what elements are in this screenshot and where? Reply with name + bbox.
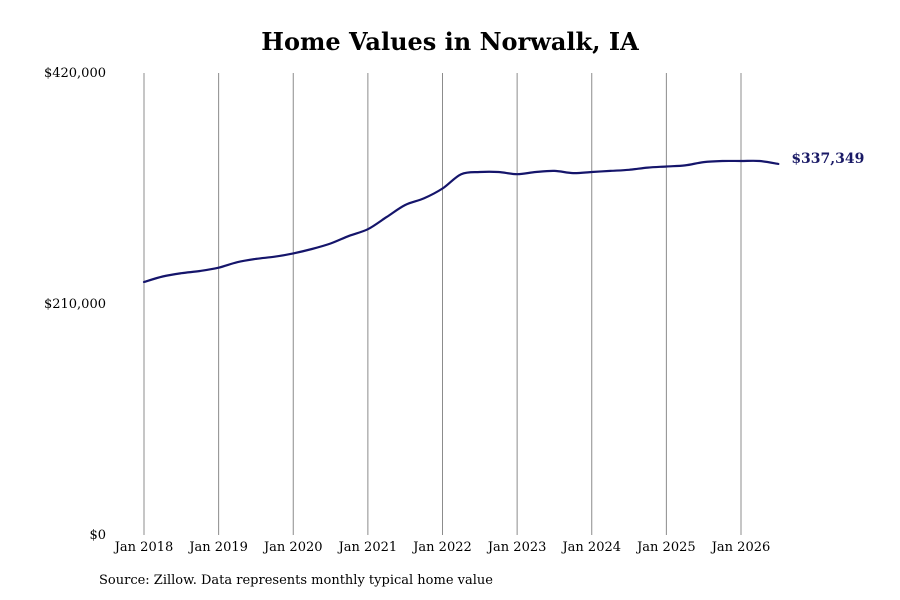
x-tick-label: Jan 2020 [262, 540, 323, 555]
x-tick-label: Jan 2023 [486, 540, 547, 555]
y-tick-label: $0 [89, 528, 106, 543]
y-tick-label: $420,000 [44, 66, 106, 81]
x-axis-ticks: Jan 2018 Jan 2019 Jan 2020 Jan 2021 Jan 2022… [113, 540, 771, 555]
x-tick-label: Jan 2019 [187, 540, 248, 555]
gridlines [143, 73, 742, 535]
x-tick-label: Jan 2018 [113, 540, 174, 555]
x-tick-label: Jan 2021 [337, 540, 398, 555]
chart-title: Home Values in Norwalk, IA [261, 27, 639, 56]
x-tick-label: Jan 2026 [710, 540, 771, 555]
x-tick-label: Jan 2025 [635, 540, 696, 555]
latest-value-label: $337,349 [791, 151, 864, 167]
x-tick-label: Jan 2022 [411, 540, 472, 555]
home-value-line [142, 159, 780, 284]
y-tick-label: $210,000 [44, 297, 106, 312]
source-note: Source: Zillow. Data represents monthly … [99, 573, 493, 588]
x-tick-label: Jan 2024 [560, 540, 621, 555]
y-axis-ticks: $0 $210,000 $420,000 [44, 66, 106, 543]
